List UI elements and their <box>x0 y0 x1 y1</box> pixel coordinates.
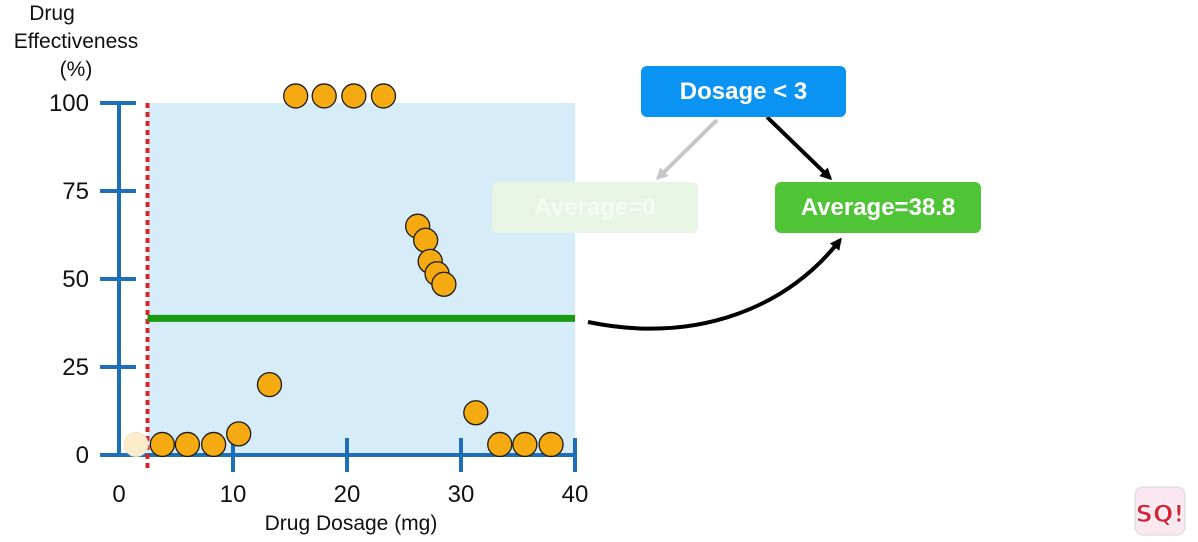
shaded-region <box>147 103 575 455</box>
data-point <box>370 83 397 109</box>
data-point <box>256 371 283 398</box>
data-point <box>283 83 309 109</box>
data-point <box>174 431 201 458</box>
x-axis-label: Drug Dosage (mg) <box>265 512 438 535</box>
x-tick-label: 20 <box>334 481 361 508</box>
faded-data-point <box>123 431 149 457</box>
x-tick-label: 0 <box>112 481 125 508</box>
data-point <box>487 431 513 458</box>
arrow-to-right-leaf <box>765 115 833 181</box>
y-tick-label: 100 <box>49 90 89 117</box>
tree-right-leaf-node: Average=38.8 <box>775 182 981 233</box>
data-point <box>413 227 439 253</box>
data-point <box>341 83 367 109</box>
channel-logo: SQ! <box>1134 486 1186 536</box>
y-axis-label-line-2: Effectiveness <box>14 30 139 53</box>
data-point <box>463 400 489 426</box>
y-tick-label: 75 <box>62 178 89 205</box>
curved-arrow-average-to-leaf <box>587 237 842 331</box>
x-tick-label: 10 <box>220 481 247 508</box>
y-axis-label-line-1: Drug <box>29 2 75 25</box>
arrow-to-left-leaf <box>655 118 719 181</box>
y-tick-label: 25 <box>62 354 89 381</box>
data-point <box>538 431 564 458</box>
y-tick-label: 0 <box>76 442 89 469</box>
x-tick-label: 40 <box>562 481 589 508</box>
tree-left-leaf-node: Average=0 <box>492 182 698 233</box>
data-point <box>512 431 538 458</box>
tree-root-node: Dosage < 3 <box>641 66 846 117</box>
y-axis-label-line-3: (%) <box>60 58 93 81</box>
data-point <box>149 431 175 458</box>
data-point <box>311 83 337 109</box>
data-point <box>226 421 252 447</box>
data-point <box>431 271 457 297</box>
logo-text: SQ! <box>1136 500 1185 528</box>
data-point <box>200 431 227 458</box>
x-tick-label: 30 <box>448 481 475 508</box>
y-tick-label: 50 <box>62 266 89 293</box>
